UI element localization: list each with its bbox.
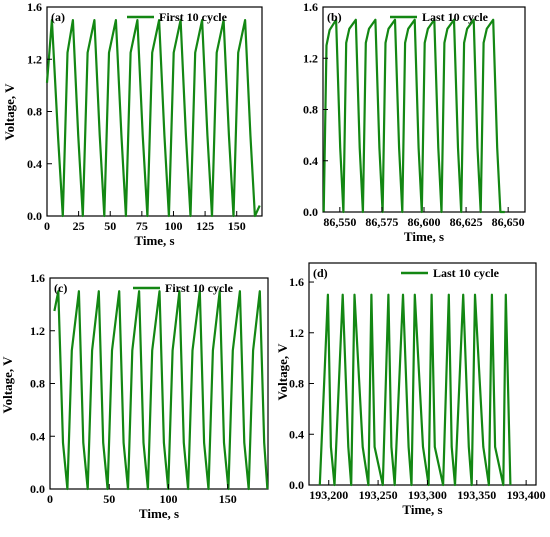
x-tick-label: 125 <box>196 219 214 233</box>
x-tick-label: 0 <box>44 219 50 233</box>
y-tick-label: 0.8 <box>30 377 45 391</box>
y-tick-label: 1.2 <box>289 326 304 340</box>
x-tick-label: 86,575 <box>365 215 398 229</box>
chart-panel-c: 0 50 100 150 0.0 0.4 0.8 1.2 1.6 Time, s Voltage, … <box>0 271 269 521</box>
y-tick-label: 0.8 <box>303 103 318 117</box>
x-axis-label: Time, s <box>404 229 444 244</box>
x-tick-label: 193,300 <box>408 488 447 502</box>
x-axis-label: Time, s <box>139 506 179 521</box>
series-line <box>45 19 261 218</box>
x-tick-label: 25 <box>73 219 85 233</box>
y-tick-label: 1.6 <box>303 0 318 14</box>
series-line <box>322 18 505 214</box>
legend-label: First 10 cycle <box>159 10 228 24</box>
chart-panel-b: 86,550 86,575 86,600 86,625 86,650 0.0 0.4 0.8 1… <box>303 0 526 244</box>
legend: First 10 cycle <box>133 281 234 295</box>
x-tick-label: 86,650 <box>492 215 525 229</box>
y-tick-label: 0.4 <box>303 154 318 168</box>
y-tick-label: 0.4 <box>30 429 45 443</box>
legend-label: First 10 cycle <box>165 281 234 295</box>
y-tick-label: 0.0 <box>27 209 42 223</box>
x-tick-label: 193,400 <box>507 488 546 502</box>
panel-label: (d) <box>313 266 328 280</box>
legend: Last 10 cycle <box>390 10 489 24</box>
y-tick-label: 0.4 <box>27 157 42 171</box>
y-tick-label: 1.2 <box>30 324 45 338</box>
x-tick-label: 50 <box>104 219 116 233</box>
x-tick-label: 75 <box>136 219 148 233</box>
y-tick-label: 0.0 <box>30 482 45 496</box>
x-tick-label: 193,200 <box>309 488 348 502</box>
legend: Last 10 cycle <box>401 266 500 280</box>
legend-label: Last 10 cycle <box>433 266 500 280</box>
x-tick-label: 150 <box>228 219 246 233</box>
plot-frame <box>308 262 537 486</box>
series-line <box>53 290 269 491</box>
y-tick-label: 1.2 <box>303 51 318 65</box>
chart-panel-d: 193,200 193,250 193,300 193,350 193,400 0.0 0.… <box>275 262 546 517</box>
y-tick-label: 1.2 <box>27 52 42 66</box>
y-axis-label: Voltage, V <box>2 83 17 141</box>
legend-label: Last 10 cycle <box>422 10 489 24</box>
y-axis-label: Voltage, V <box>0 356 15 414</box>
series-line <box>318 293 512 487</box>
y-axis-label: Voltage, V <box>275 343 290 401</box>
y-tick-label: 0.0 <box>303 205 318 219</box>
y-tick-label: 0.0 <box>289 478 304 492</box>
x-tick-label: 193,250 <box>359 488 398 502</box>
x-tick-label: 86,600 <box>408 215 441 229</box>
panel-label: (c) <box>54 281 67 295</box>
x-tick-label: 150 <box>219 492 237 506</box>
y-tick-label: 1.6 <box>30 271 45 285</box>
x-axis-label: Time, s <box>134 233 174 248</box>
y-tick-label: 1.6 <box>289 275 304 289</box>
x-tick-label: 193,350 <box>457 488 496 502</box>
chart-panel-a: 0 25 50 75 100 125 150 0.0 0.4 0.8 1.2 1.6 Time, s Vo… <box>2 0 263 248</box>
x-axis-label: Time, s <box>402 502 442 517</box>
x-tick-label: 86,550 <box>323 215 356 229</box>
x-tick-label: 100 <box>164 219 182 233</box>
y-tick-label: 1.6 <box>27 0 42 14</box>
panel-label: (b) <box>327 10 342 24</box>
y-tick-label: 0.4 <box>289 427 304 441</box>
panel-label: (a) <box>51 10 65 24</box>
y-tick-label: 0.8 <box>27 105 42 119</box>
x-tick-label: 50 <box>103 492 115 506</box>
x-tick-label: 86,625 <box>450 215 483 229</box>
x-tick-label: 0 <box>47 492 53 506</box>
y-tick-label: 0.8 <box>289 377 304 391</box>
legend: First 10 cycle <box>127 10 228 24</box>
x-tick-label: 100 <box>159 492 177 506</box>
